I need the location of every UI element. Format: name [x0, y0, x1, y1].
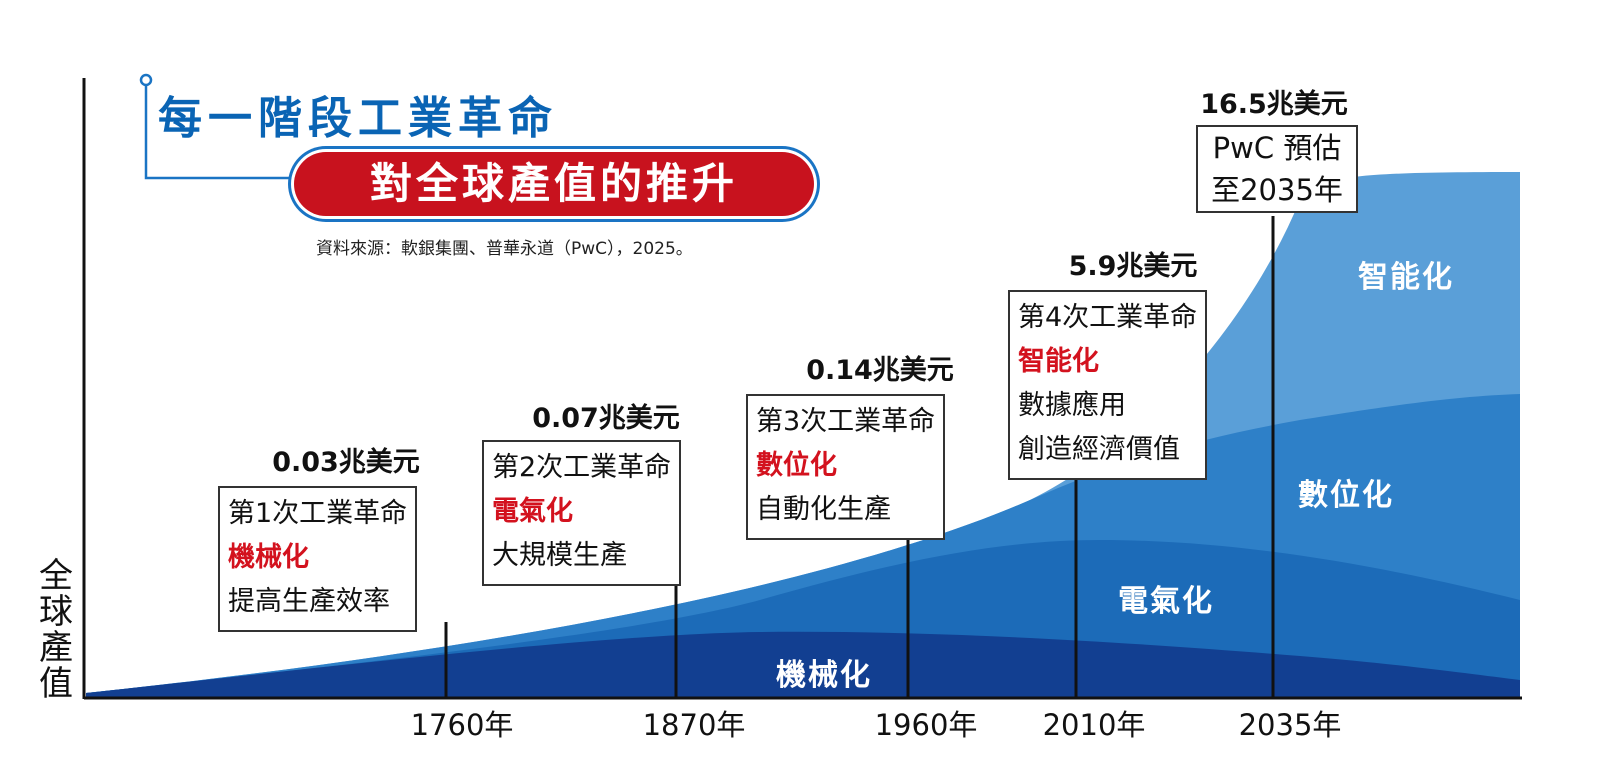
revolution-box-4: 第4次工業革命 智能化 數據應用 創造經濟價值: [1008, 290, 1208, 480]
layer-label-digitization: 數位化: [1294, 470, 1398, 514]
revolution-box-2: 第2次工業革命 電氣化 大規模生產: [482, 440, 682, 586]
revolution-description: 自動化生產: [756, 494, 891, 525]
revolution-box-3: 第3次工業革命 數位化 自動化生產: [746, 394, 946, 540]
axes: [82, 78, 1522, 700]
revolution-name: 第4次工業革命: [1018, 302, 1198, 333]
title-bracket: [139, 73, 296, 180]
revolution-description: 大規模生產: [492, 540, 627, 571]
revolution-box-1: 第1次工業革命 機械化 提高生產效率: [218, 486, 418, 632]
value-label-2035: 16.5兆美元: [1200, 89, 1348, 120]
milestone-connectors: [444, 216, 1275, 698]
x-tick-2035: 2035年: [1238, 708, 1342, 742]
layer-label-intelligence: 智能化: [1354, 252, 1458, 296]
revolution-theme: 數位化: [756, 450, 837, 481]
layer-label-electrification: 電氣化: [1114, 576, 1218, 620]
value-label-1960: 0.14兆美元: [806, 355, 954, 386]
revolution-description: 數據應用: [1018, 390, 1126, 421]
x-tick-2010: 2010年: [1042, 708, 1146, 742]
revolution-theme: 機械化: [228, 542, 309, 573]
value-label-2010: 5.9兆美元: [1068, 251, 1198, 282]
y-axis-label: 全球產值: [39, 556, 73, 704]
x-tick-1870: 1870年: [642, 708, 746, 742]
forecast-year: 至2035年: [1211, 173, 1343, 207]
forecast-source: PwC 預估: [1212, 131, 1342, 165]
chart-subtitle: 對全球產值的推升: [294, 152, 814, 216]
revolution-theme: 電氣化: [492, 496, 573, 527]
x-tick-1760: 1760年: [410, 708, 514, 742]
forecast-box: PwC 預估 至2035年: [1196, 125, 1358, 213]
layer-label-mechanization: 機械化: [772, 650, 876, 694]
revolution-description-2: 創造經濟價值: [1018, 434, 1180, 465]
revolution-name: 第3次工業革命: [756, 406, 936, 437]
x-tick-1960: 1960年: [874, 708, 978, 742]
value-label-1870: 0.07兆美元: [532, 403, 680, 434]
source-note: 資料來源：軟銀集團、普華永道（PwC），2025。: [316, 239, 693, 259]
value-label-1760: 0.03兆美元: [272, 447, 420, 478]
revolution-theme: 智能化: [1018, 346, 1099, 377]
chart-title: 每一階段工業革命: [158, 93, 558, 144]
revolution-description: 提高生產效率: [228, 586, 390, 617]
revolution-name: 第2次工業革命: [492, 452, 672, 483]
revolution-name: 第1次工業革命: [228, 498, 408, 529]
